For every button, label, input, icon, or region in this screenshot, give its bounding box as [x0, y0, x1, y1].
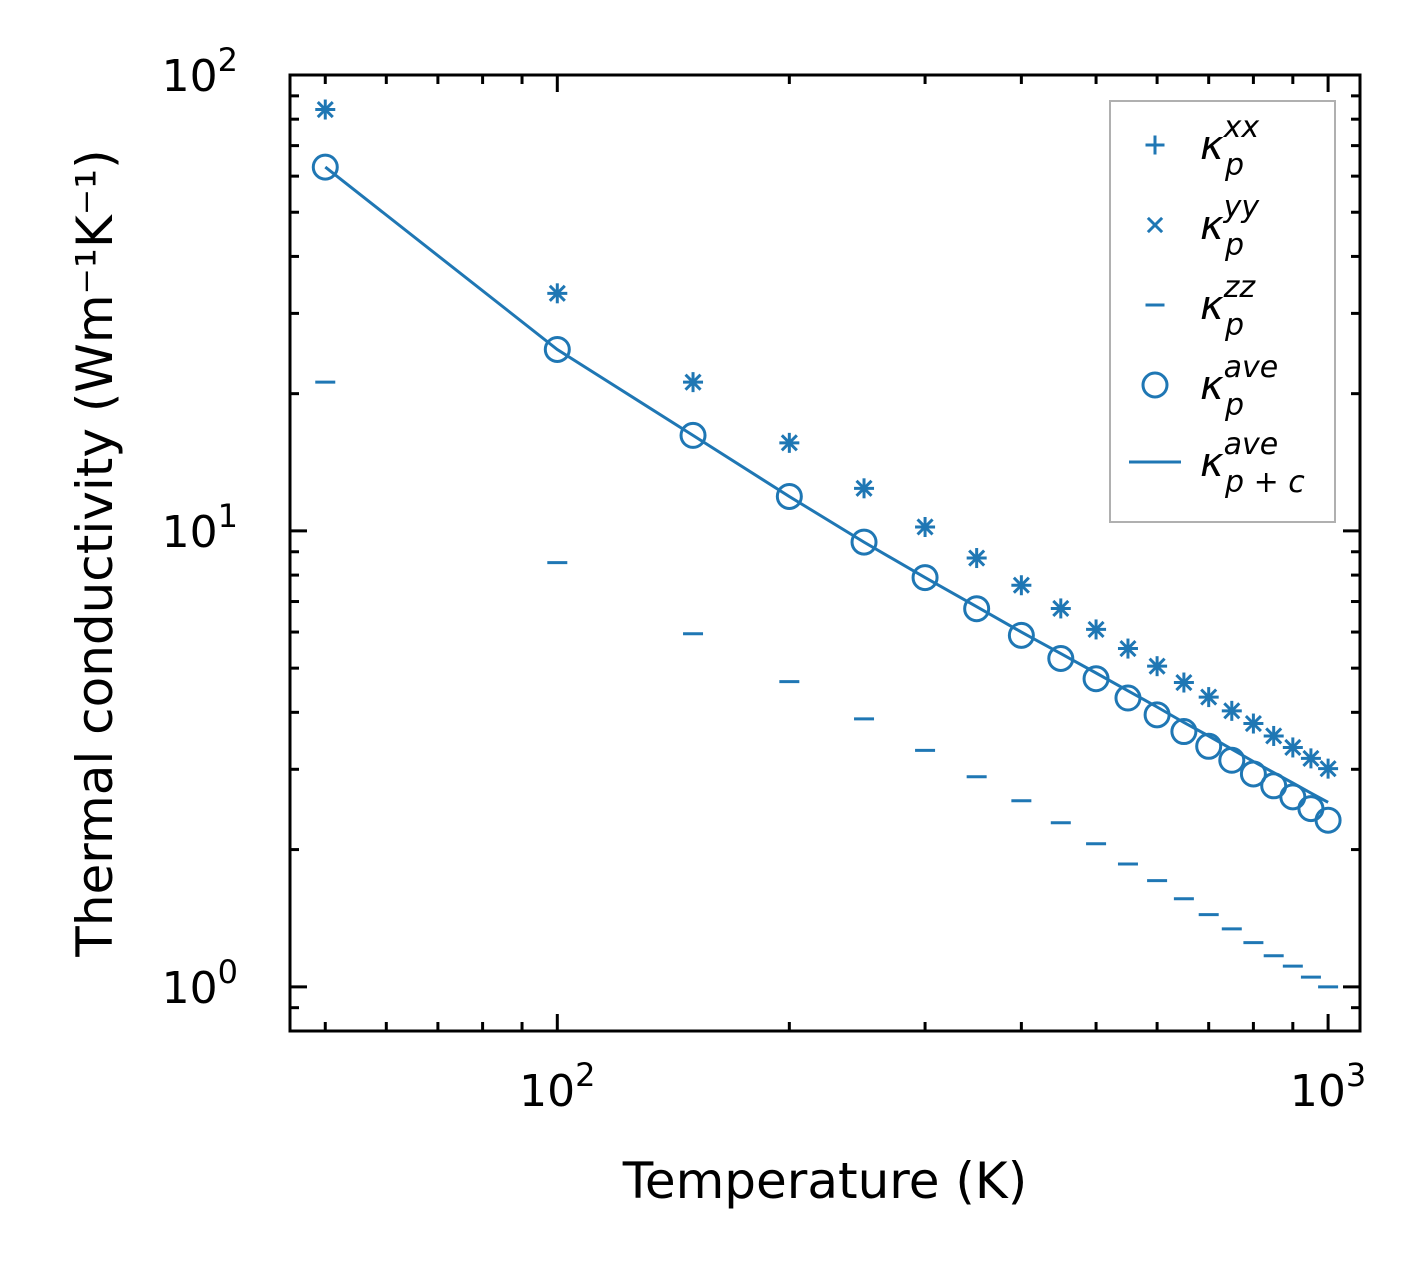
legend-label-ave_pc: κave p + c	[1200, 427, 1305, 500]
data-point-ave	[850, 528, 878, 556]
series-zz	[315, 380, 1339, 989]
x-tick-label: 103	[1290, 1056, 1366, 1117]
data-point-ave	[1297, 795, 1325, 823]
y-tick-label: 102	[162, 41, 238, 102]
data-point-ave	[1170, 718, 1198, 746]
data-point-ave	[543, 335, 571, 363]
data-point-yy	[316, 100, 334, 119]
y-axis-label: Thermal conductivity (Wm⁻¹K⁻¹)	[66, 149, 124, 957]
legend-item-zz: κzz p	[1145, 270, 1256, 343]
legend-label-zz: κzz p	[1200, 270, 1256, 343]
data-point-yy	[684, 373, 702, 391]
series-line-ave_pc	[324, 165, 1329, 804]
plot-frame	[288, 73, 1362, 1033]
data-point-yy	[780, 434, 798, 452]
data-point-ave	[1007, 621, 1035, 649]
data-point-ave	[1195, 732, 1223, 760]
data-point-yy	[1244, 714, 1262, 733]
data-point-ave	[963, 595, 991, 623]
data-point-ave	[679, 421, 707, 449]
data-point-yy	[1087, 620, 1105, 638]
legend-item-xx: κxx p	[1145, 110, 1259, 183]
data-point-yy	[855, 479, 873, 497]
y-tick-label: 101	[162, 497, 238, 558]
data-point-ave	[311, 153, 339, 181]
x-axis-label: Temperature (K)	[622, 1152, 1027, 1210]
tick-labels: 102 103 100 101 102	[162, 41, 1367, 1117]
data-point-yy	[916, 518, 934, 536]
x-tick-label: 102	[519, 1056, 595, 1117]
legend-item-ave: κave p	[1141, 350, 1278, 423]
series-yy	[316, 100, 1337, 778]
legend-label-yy: κyy p	[1200, 190, 1260, 263]
legend-item-yy: κyy p	[1146, 190, 1260, 263]
y-tick-label: 100	[162, 953, 238, 1014]
data-point-yy	[1223, 702, 1241, 720]
data-marks	[311, 99, 1342, 989]
legend-marker-xx	[1145, 135, 1165, 155]
data-point-yy	[1265, 727, 1283, 745]
data-point-yy	[1012, 576, 1030, 594]
legend-label-xx: κxx p	[1200, 110, 1259, 183]
data-point-ave	[1314, 806, 1342, 834]
legend-label-ave: κave p	[1200, 350, 1278, 423]
legend-marker-ave	[1141, 371, 1169, 399]
data-point-yy	[1052, 599, 1070, 617]
data-point-yy	[1119, 640, 1137, 658]
series-ave_pc	[324, 165, 1329, 804]
data-point-yy	[1148, 657, 1166, 675]
data-point-yy	[548, 284, 566, 302]
data-point-ave	[1218, 746, 1246, 774]
data-point-yy	[968, 549, 986, 567]
data-point-yy	[1200, 688, 1218, 706]
data-point-yy	[1302, 749, 1320, 767]
legend-item-ave_pc: κave p + c	[1129, 427, 1305, 500]
legend-box	[1109, 100, 1336, 523]
legend-marker-yy	[1146, 216, 1164, 234]
data-point-yy	[1284, 738, 1302, 757]
data-point-yy	[1319, 760, 1337, 778]
data-point-yy	[1175, 673, 1193, 692]
data-point-ave	[911, 564, 939, 592]
data-point-ave	[775, 482, 803, 510]
